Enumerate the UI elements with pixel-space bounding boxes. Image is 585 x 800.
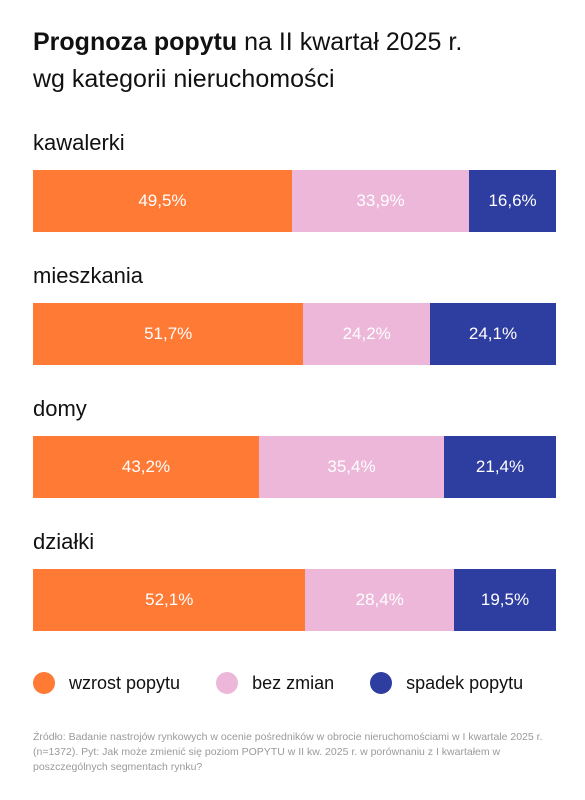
- data-label: 16,6%: [488, 191, 537, 210]
- legend: wzrost popytu bez zmian spadek popytu: [33, 668, 563, 698]
- data-label: 24,2%: [342, 324, 391, 343]
- bar-segment: 43,2%: [33, 436, 259, 498]
- bar-segment: 21,4%: [444, 436, 556, 498]
- data-label: 35,4%: [327, 457, 376, 476]
- bar-segment: 35,4%: [258, 436, 445, 498]
- legend-item: bez zmian: [216, 672, 334, 694]
- stacked-bar: 49,5% 33,9% 16,6%: [33, 170, 556, 232]
- source-note: Źródło: Badanie nastrojów rynkowych w oc…: [33, 731, 543, 773]
- data-label: 51,7%: [144, 324, 193, 343]
- legend-item: spadek popytu: [370, 672, 523, 694]
- legend-label: spadek popytu: [406, 672, 524, 693]
- legend-label: bez zmian: [252, 672, 335, 693]
- stacked-bar: 51,7% 24,2% 24,1%: [33, 303, 556, 365]
- data-label: 19,5%: [480, 590, 530, 609]
- category-label: działki: [33, 529, 95, 554]
- data-label: 33,9%: [356, 191, 405, 210]
- data-label: 24,1%: [468, 324, 518, 343]
- chart-title-line2: wg kategorii nieruchomości: [33, 65, 335, 93]
- category-label: domy: [33, 396, 87, 421]
- legend-swatch: [370, 672, 393, 694]
- data-label: 28,4%: [355, 590, 404, 609]
- bar-segment: 51,7%: [33, 303, 304, 365]
- bar-segment: 52,1%: [33, 569, 306, 631]
- bar-segment: 28,4%: [305, 569, 454, 631]
- bar-segment: 49,5%: [33, 170, 292, 232]
- bar-segment: 33,9%: [291, 170, 470, 232]
- data-label: 52,1%: [145, 590, 194, 609]
- bar-segment: 19,5%: [454, 569, 556, 631]
- stacked-bar: 43,2% 35,4% 21,4%: [33, 436, 556, 498]
- chart-title: Prognoza popytu na II kwartał 2025 r. wg…: [33, 24, 563, 98]
- bar-segment: 16,6%: [469, 170, 556, 232]
- chart-title-bold: Prognoza popytu: [33, 28, 238, 56]
- legend-swatch: [216, 672, 239, 694]
- data-label: 21,4%: [475, 457, 525, 476]
- category-label: mieszkania: [33, 263, 144, 288]
- category-label: kawalerki: [33, 130, 125, 155]
- chart-title-rest: na II kwartał 2025 r.: [237, 28, 463, 56]
- bar-segment: 24,1%: [429, 303, 556, 365]
- legend-item: wzrost popytu: [33, 672, 180, 694]
- legend-swatch: [33, 672, 55, 694]
- data-label: 49,5%: [138, 191, 187, 210]
- legend-label: wzrost popytu: [69, 672, 181, 693]
- bar-segment: 24,2%: [303, 303, 430, 365]
- data-label: 43,2%: [121, 457, 171, 476]
- stacked-bar: 52,1% 28,4% 19,5%: [33, 569, 556, 631]
